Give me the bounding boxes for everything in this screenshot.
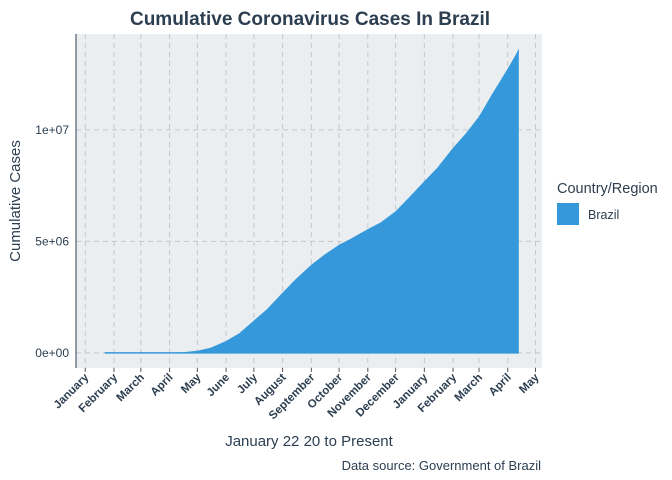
x-tick-label: April xyxy=(149,372,176,399)
caption: Data source: Government of Brazil xyxy=(342,458,542,473)
x-tick-label: May xyxy=(517,371,542,396)
legend-key-brazil xyxy=(557,203,579,225)
series-area-brazil xyxy=(104,48,519,353)
legend: Country/Region Brazil xyxy=(557,181,658,225)
x-tick-label: June xyxy=(205,372,232,399)
x-tick-label: May xyxy=(179,371,204,396)
series-area-group xyxy=(104,48,519,354)
y-tick-labels: 0e+00 5e+06 1e+07 xyxy=(35,123,69,360)
y-tick-label: 5e+06 xyxy=(35,234,69,248)
y-axis-title: Cumulative Cases xyxy=(7,140,24,262)
legend-title: Country/Region xyxy=(557,181,658,197)
chart-title: Cumulative Coronavirus Cases In Brazil xyxy=(130,9,490,30)
legend-label-brazil: Brazil xyxy=(588,208,619,222)
x-tick-label: July xyxy=(235,371,260,396)
x-tick-label: April xyxy=(487,372,514,399)
x-tick-label: March xyxy=(115,372,147,404)
x-tick-label: March xyxy=(453,372,485,404)
y-tick-label: 1e+07 xyxy=(35,123,69,137)
x-axis-title: January 22 20 to Present xyxy=(225,433,393,450)
y-tick-label: 0e+00 xyxy=(35,346,69,360)
